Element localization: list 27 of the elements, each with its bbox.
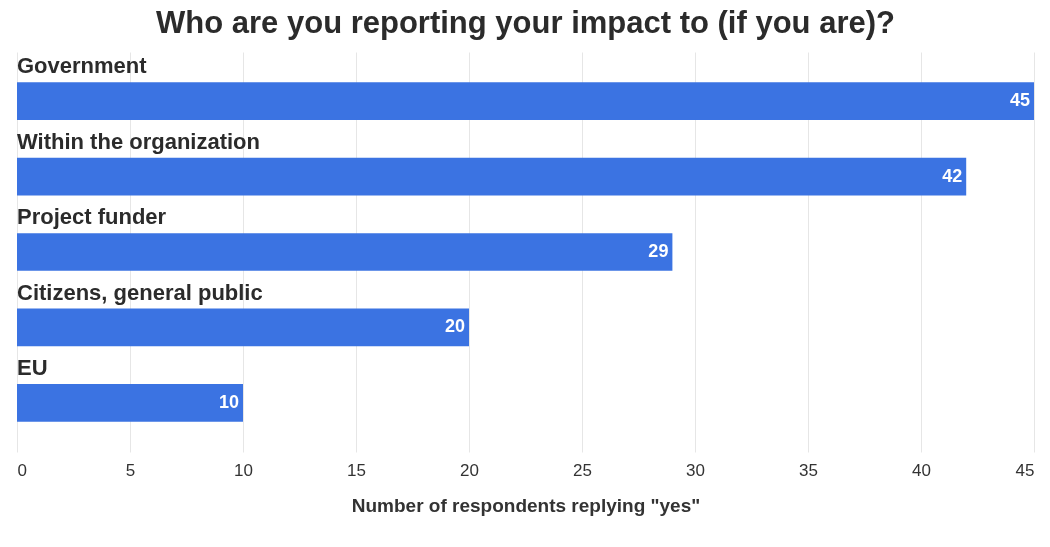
x-tick-label: 45 [1015,460,1035,480]
x-tick-label: 30 [686,460,705,480]
x-tick-label: 35 [799,460,818,480]
y-tick-label: Within the organization [17,128,260,154]
y-tick-label: Project funder [17,204,167,230]
data-label: 42 [942,165,963,186]
x-tick-label: 25 [573,460,592,480]
x-tick-label: 15 [347,460,366,480]
bar [17,157,967,196]
x-tick-label: 20 [460,460,479,480]
data-label: 45 [1009,90,1030,111]
x-tick-label: 10 [234,460,253,480]
data-label: 20 [444,316,465,337]
x-tick-label: 5 [125,460,136,480]
y-tick-label: Government [17,53,148,79]
x-axis-title: Number of respondents replying "yes" [351,494,701,516]
bar [17,233,673,271]
bar [17,384,243,422]
x-tick-label: 40 [912,460,931,480]
y-tick-label: EU [17,355,48,381]
chart-title: Who are you reporting your impact to (if you are)? [156,5,895,40]
bar [17,308,469,347]
data-label: 29 [648,241,669,261]
bar [17,82,1034,120]
y-tick-label: Citizens, general public [17,279,263,305]
data-label: 10 [218,391,239,412]
x-tick-label: 0 [17,460,27,480]
